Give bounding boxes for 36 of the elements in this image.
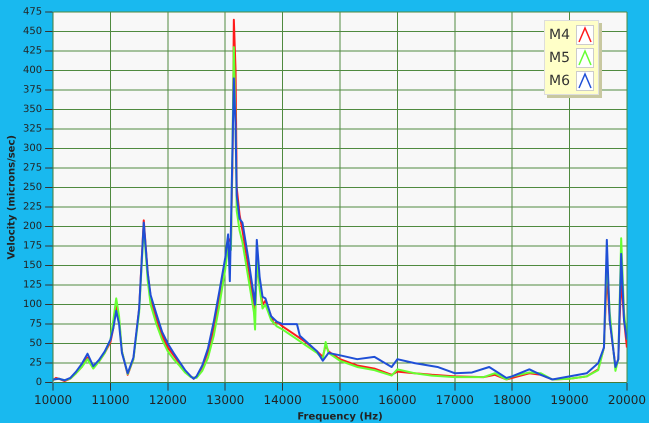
y-tick-label: 200 [22, 221, 42, 232]
y-tick-label: 375 [22, 84, 42, 96]
x-tick-label: 20000 [608, 392, 646, 407]
y-tick-label: 175 [22, 240, 42, 252]
y-axis-title: Velocity (microns/sec) [6, 135, 18, 260]
y-tick-label: 450 [22, 26, 42, 38]
y-tick-label: 275 [22, 162, 42, 174]
y-tick-label: 350 [22, 104, 42, 116]
x-tick-label: 13000 [206, 392, 244, 407]
y-tick-label: 75 [29, 318, 42, 330]
x-tick-label: 18000 [493, 392, 532, 407]
y-tick-label: 425 [22, 46, 42, 57]
y-tick-label: 400 [22, 65, 42, 76]
y-tick-label: 0 [36, 377, 42, 388]
y-tick-label: 475 [22, 6, 42, 18]
x-tick-label: 15000 [320, 392, 360, 407]
legend-label: M4 [549, 26, 570, 42]
y-tick-label: 25 [29, 358, 42, 369]
y-tick-label: 125 [22, 280, 42, 291]
y-tick-label: 300 [22, 143, 42, 154]
legend-label: M5 [549, 50, 570, 66]
x-tick-label: 17000 [436, 392, 474, 407]
x-tick-label: 11000 [91, 392, 130, 407]
x-axis-title: Frequency (Hz) [297, 412, 383, 423]
x-tick-label: 10000 [34, 392, 72, 407]
y-tick-label: 150 [22, 260, 42, 272]
y-tick-label: 325 [22, 124, 42, 135]
x-tick-label: 12000 [148, 392, 187, 407]
x-tick-label: 16000 [378, 392, 416, 407]
y-tick-label: 50 [29, 338, 42, 350]
y-tick-label: 250 [22, 182, 42, 194]
x-tick-label: 14000 [264, 392, 302, 407]
legend-label: M6 [549, 72, 570, 88]
x-tick-label: 19000 [550, 392, 589, 407]
y-tick-label: 100 [22, 299, 42, 310]
y-tick-label: 225 [22, 202, 42, 213]
